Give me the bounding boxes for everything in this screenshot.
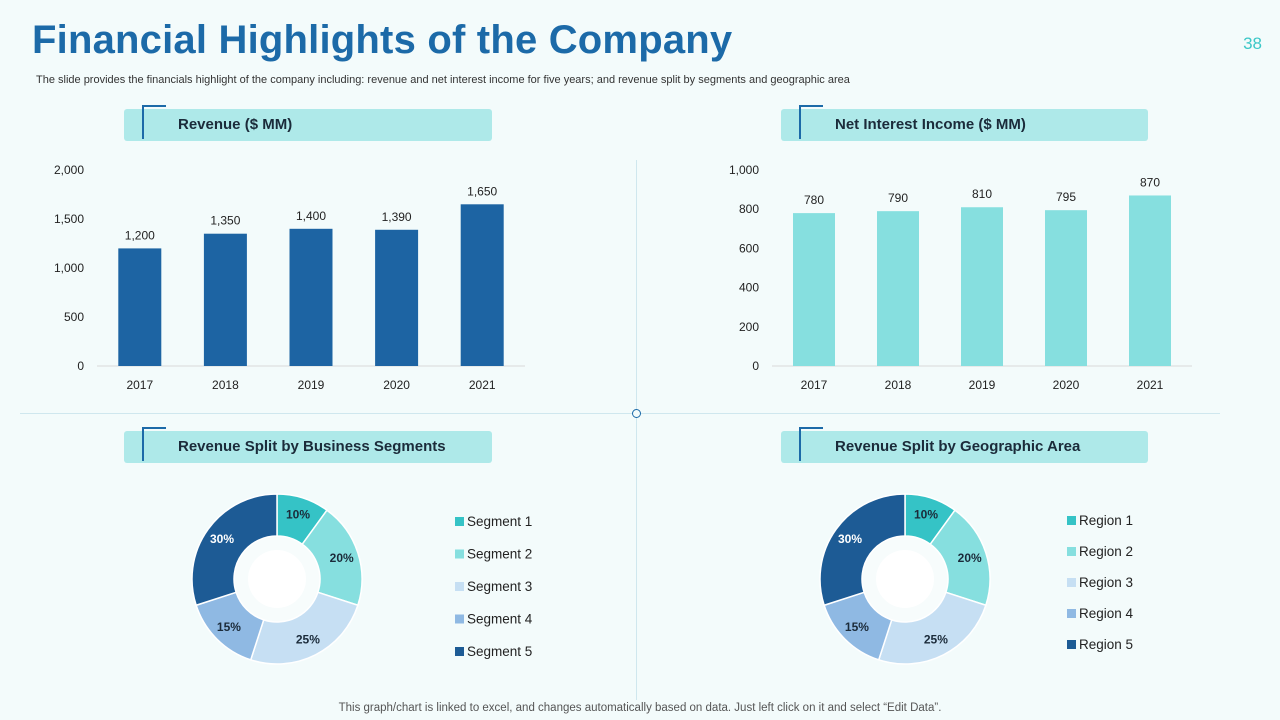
segments-legend-swatch <box>455 582 464 591</box>
revenue-chart-title: Revenue ($ MM) <box>178 116 293 133</box>
revenue-bar <box>203 233 247 366</box>
nii-x-tick-label: 2018 <box>885 378 912 392</box>
segments-slice-label: 20% <box>330 551 354 565</box>
footer-note: This graph/chart is linked to excel, and… <box>338 702 942 714</box>
regions-legend-swatch <box>1067 516 1076 525</box>
segments-legend-label: Segment 3 <box>467 579 532 594</box>
nii-y-tick-label: 1,000 <box>729 163 759 177</box>
segments-chart-header: Revenue Split by Business Segments <box>124 427 492 463</box>
segments-slice-label: 25% <box>296 633 320 647</box>
page-title: Financial Highlights of the Company <box>32 18 733 62</box>
segments-legend-label: Segment 5 <box>467 644 532 659</box>
regions-slice-label: 20% <box>958 551 982 565</box>
regions-legend-label: Region 2 <box>1079 544 1133 559</box>
nii-bar <box>793 213 835 366</box>
revenue-bar <box>118 248 162 366</box>
segments-slice-label: 30% <box>210 532 234 546</box>
regions-slice-label: 30% <box>838 532 862 546</box>
revenue-chart-header: Revenue ($ MM) <box>124 105 492 141</box>
nii-y-tick-label: 400 <box>739 281 759 295</box>
segments-legend-label: Segment 2 <box>467 547 532 562</box>
revenue-bar <box>289 228 333 366</box>
revenue-x-tick-label: 2017 <box>126 378 153 392</box>
nii-bar <box>1129 195 1171 366</box>
bracket-icon <box>799 427 823 461</box>
regions-slice-label: 15% <box>845 620 869 634</box>
nii-chart-title: Net Interest Income ($ MM) <box>835 116 1026 133</box>
revenue-data-label: 1,650 <box>467 184 497 198</box>
revenue-bar <box>375 229 419 366</box>
nii-y-tick-label: 0 <box>752 359 759 373</box>
revenue-y-tick-label: 2,000 <box>54 163 84 177</box>
nii-data-label: 870 <box>1140 175 1160 189</box>
segments-slice <box>191 493 278 607</box>
horizontal-divider <box>20 413 1220 414</box>
regions-slice <box>877 591 987 665</box>
revenue-y-tick-label: 1,500 <box>54 212 84 226</box>
segments-slice <box>249 591 359 665</box>
nii-data-label: 780 <box>804 193 824 207</box>
revenue-y-tick-label: 0 <box>77 359 84 373</box>
revenue-y-tick-label: 1,000 <box>54 261 84 275</box>
segments-center-hole <box>248 550 306 608</box>
regions-legend-swatch <box>1067 609 1076 618</box>
bracket-icon <box>142 427 166 461</box>
divider-center-dot <box>632 409 641 418</box>
segments-legend-label: Segment 1 <box>467 514 532 529</box>
page-subtitle: The slide provides the financials highli… <box>36 74 850 86</box>
revenue-data-label: 1,350 <box>210 214 240 228</box>
nii-y-tick-label: 800 <box>739 202 759 216</box>
revenue-data-label: 1,390 <box>382 210 412 224</box>
bracket-icon <box>799 105 823 139</box>
regions-chart-title: Revenue Split by Geographic Area <box>835 438 1081 455</box>
regions-slice-label: 10% <box>914 507 938 521</box>
vertical-divider <box>636 160 637 700</box>
regions-legend-swatch <box>1067 640 1076 649</box>
nii-x-tick-label: 2021 <box>1137 378 1164 392</box>
bracket-icon <box>142 105 166 139</box>
nii-bar <box>1045 210 1087 366</box>
segments-chart-title: Revenue Split by Business Segments <box>178 438 446 455</box>
revenue-data-label: 1,200 <box>125 228 155 242</box>
regions-legend-label: Region 5 <box>1079 637 1133 652</box>
revenue-bar <box>460 204 504 366</box>
revenue-x-tick-label: 2018 <box>212 378 239 392</box>
nii-data-label: 795 <box>1056 190 1076 204</box>
segments-legend-swatch <box>455 614 464 624</box>
nii-data-label: 790 <box>888 191 908 205</box>
segments-legend-swatch <box>455 549 464 559</box>
revenue-x-tick-label: 2019 <box>298 378 325 392</box>
page-number: 38 <box>1243 34 1262 53</box>
segments-legend-label: Segment 4 <box>467 612 533 627</box>
regions-center-hole <box>876 550 934 608</box>
nii-bar <box>877 211 919 366</box>
segments-slice-label: 15% <box>217 620 241 634</box>
regions-chart-header: Revenue Split by Geographic Area <box>781 427 1148 463</box>
segments-legend-swatch <box>455 517 464 526</box>
regions-slice-label: 25% <box>924 633 948 647</box>
nii-x-tick-label: 2019 <box>969 378 996 392</box>
nii-bar <box>961 207 1003 366</box>
regions-legend-label: Region 4 <box>1079 606 1134 621</box>
nii-x-tick-label: 2020 <box>1053 378 1080 392</box>
revenue-y-tick-label: 500 <box>64 310 84 324</box>
regions-slice <box>819 493 906 607</box>
regions-legend-label: Region 3 <box>1079 575 1133 590</box>
nii-data-label: 810 <box>972 187 992 201</box>
regions-legend-label: Region 1 <box>1079 513 1133 528</box>
revenue-data-label: 1,400 <box>296 209 326 223</box>
nii-chart-header: Net Interest Income ($ MM) <box>781 105 1148 141</box>
nii-y-tick-label: 200 <box>739 320 759 334</box>
revenue-x-tick-label: 2020 <box>383 378 410 392</box>
regions-legend-swatch <box>1067 578 1076 587</box>
nii-y-tick-label: 600 <box>739 241 759 255</box>
segments-slice-label: 10% <box>286 507 310 521</box>
segments-legend-swatch <box>455 647 464 656</box>
nii-x-tick-label: 2017 <box>801 378 828 392</box>
regions-legend-swatch <box>1067 547 1076 556</box>
revenue-x-tick-label: 2021 <box>469 378 496 392</box>
